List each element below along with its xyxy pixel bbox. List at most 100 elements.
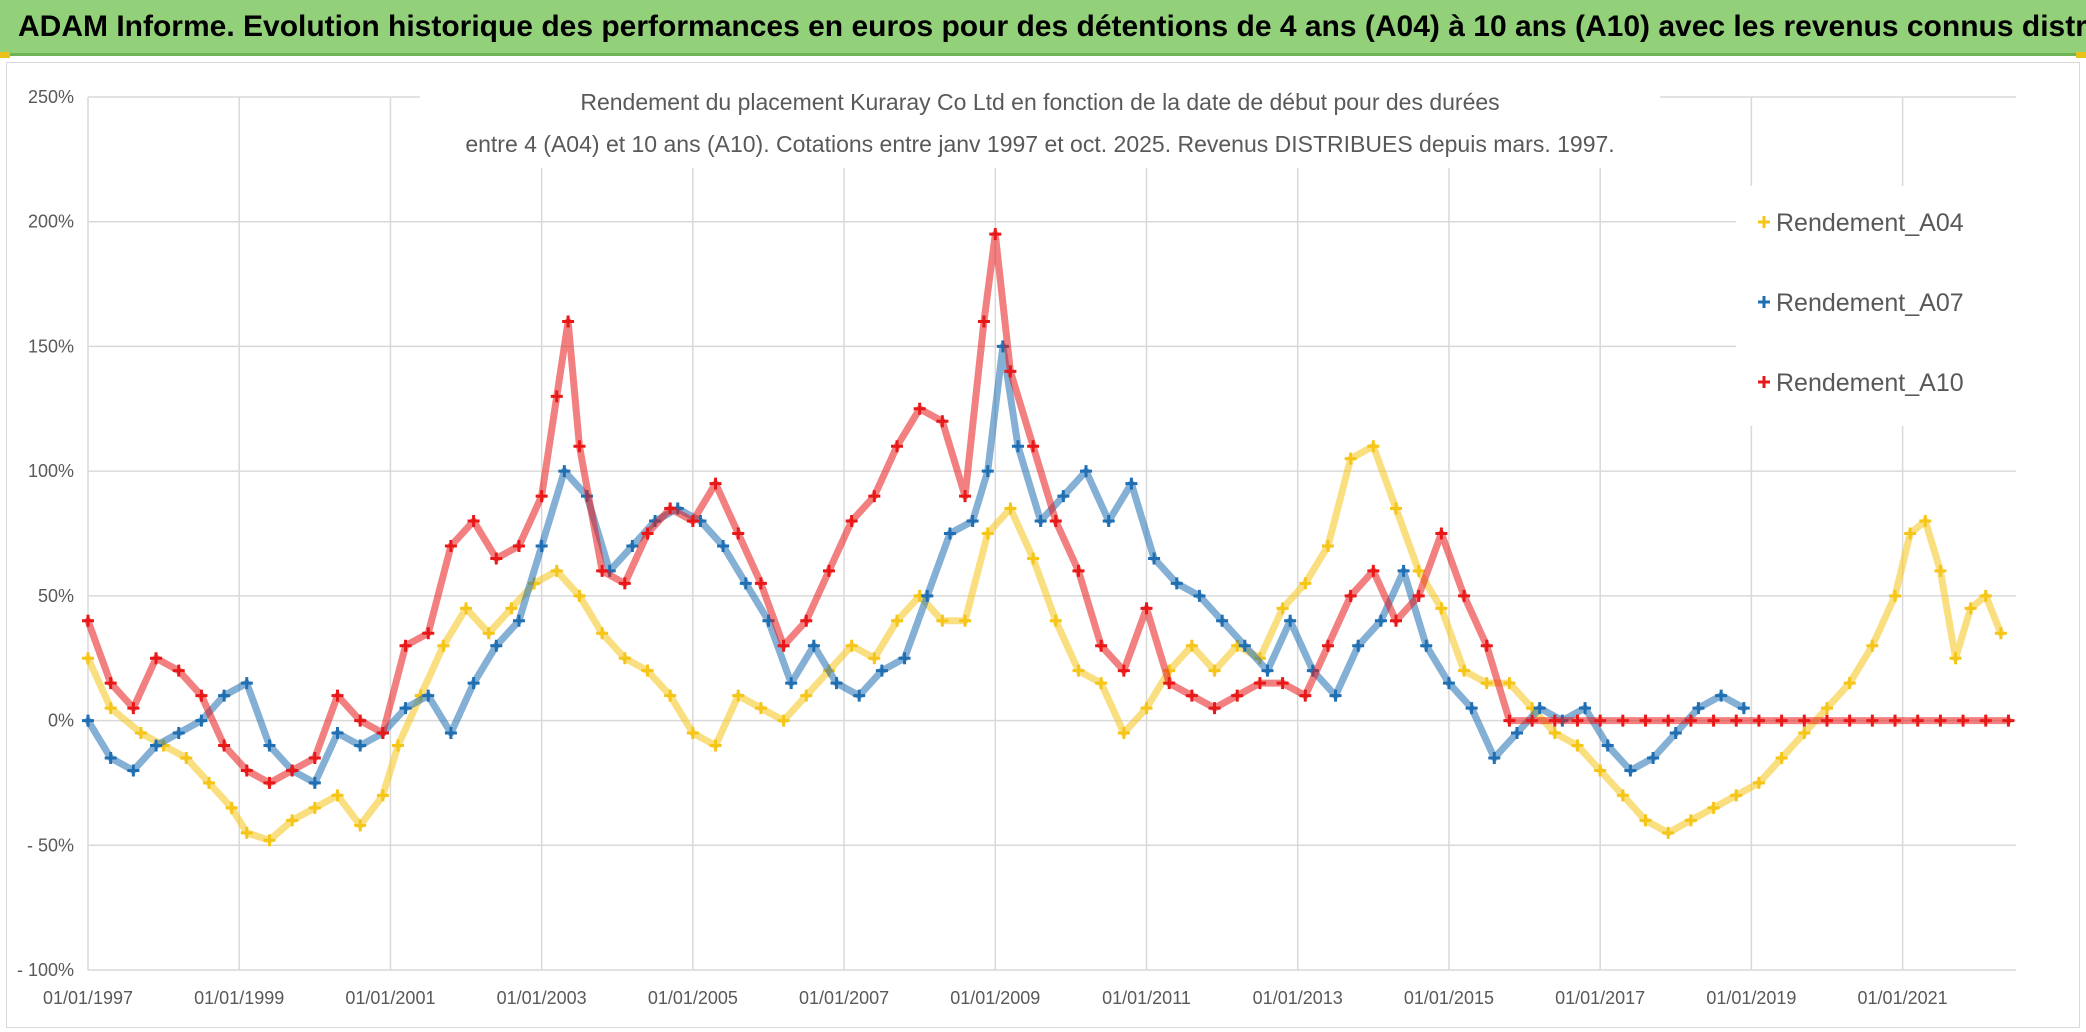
data-point	[1684, 714, 1697, 727]
data-point	[1027, 440, 1040, 453]
data-point	[1866, 714, 1879, 727]
data-point	[1011, 440, 1024, 453]
x-tick-label: 01/01/1997	[43, 988, 133, 1008]
x-tick-label: 01/01/2017	[1555, 988, 1645, 1008]
data-point	[1601, 739, 1614, 752]
data-point	[399, 702, 412, 715]
data-point	[1261, 664, 1274, 677]
data-point	[1919, 515, 1932, 528]
y-tick-label: 200%	[28, 212, 74, 232]
data-point	[1692, 702, 1705, 715]
data-point	[596, 627, 609, 640]
data-point	[172, 727, 185, 740]
data-point	[1737, 702, 1750, 715]
data-point	[739, 577, 752, 590]
x-tick-label: 01/01/2001	[345, 988, 435, 1008]
data-point	[399, 639, 412, 652]
data-point	[800, 614, 813, 627]
x-tick-label: 01/01/2015	[1404, 988, 1494, 1008]
data-point	[1231, 689, 1244, 702]
data-point	[1889, 714, 1902, 727]
data-point	[1503, 714, 1516, 727]
legend-label-Rendement_A04: Rendement_A04	[1776, 209, 1964, 237]
data-point	[1480, 639, 1493, 652]
data-point	[354, 714, 367, 727]
data-point	[1904, 527, 1917, 540]
data-point	[1344, 589, 1357, 602]
data-point	[1979, 714, 1992, 727]
data-point	[1843, 677, 1856, 690]
data-point	[686, 515, 699, 528]
data-point	[562, 315, 575, 328]
x-tick-label: 01/01/1999	[194, 988, 284, 1008]
x-tick-label: 01/01/2003	[497, 988, 587, 1008]
data-point	[913, 402, 926, 415]
data-point	[777, 714, 790, 727]
data-point	[1435, 602, 1448, 615]
data-point	[596, 564, 609, 577]
data-point	[1758, 216, 1770, 228]
data-point	[308, 801, 321, 814]
data-point	[1095, 639, 1108, 652]
data-point	[1798, 727, 1811, 740]
data-point	[82, 652, 94, 665]
data-point	[1412, 589, 1425, 602]
data-point	[936, 415, 949, 428]
data-point	[1820, 702, 1833, 715]
data-point	[618, 577, 631, 590]
data-point	[104, 677, 117, 690]
data-point	[1934, 714, 1947, 727]
legend-label-Rendement_A07: Rendement_A07	[1776, 289, 1964, 317]
data-point	[505, 602, 518, 615]
data-point	[1367, 440, 1380, 453]
data-point	[127, 764, 140, 777]
data-point	[1889, 589, 1902, 602]
data-point	[195, 714, 208, 727]
data-point	[1299, 689, 1312, 702]
data-point	[1752, 714, 1765, 727]
data-point	[1616, 714, 1629, 727]
data-point	[573, 440, 586, 453]
data-point	[1730, 714, 1743, 727]
data-point	[218, 689, 231, 702]
data-point	[921, 589, 934, 602]
data-point	[1949, 652, 1962, 665]
data-point	[754, 702, 767, 715]
series-Rendement_A04	[82, 440, 2007, 847]
data-point	[732, 527, 745, 540]
data-point	[1004, 502, 1017, 515]
data-point	[1208, 664, 1221, 677]
data-point	[134, 727, 147, 740]
data-point	[1533, 702, 1546, 715]
data-point	[1488, 751, 1501, 764]
data-point	[1820, 714, 1833, 727]
data-point	[467, 677, 480, 690]
x-tick-label: 01/01/2021	[1858, 988, 1948, 1008]
data-point	[1117, 664, 1130, 677]
data-point	[512, 614, 525, 627]
data-point	[1775, 751, 1788, 764]
legend-background	[1736, 186, 2018, 426]
data-point	[1866, 639, 1879, 652]
x-tick-label: 01/01/2019	[1706, 988, 1796, 1008]
data-point	[868, 652, 881, 665]
data-point	[1057, 490, 1070, 503]
data-point	[1526, 714, 1539, 727]
data-point	[1321, 639, 1334, 652]
data-point	[127, 702, 140, 715]
data-point	[180, 751, 193, 764]
data-point	[1548, 727, 1561, 740]
data-point	[1140, 602, 1153, 615]
data-point	[732, 689, 745, 702]
data-point	[1669, 727, 1682, 740]
data-point	[354, 819, 367, 832]
data-point	[1329, 689, 1342, 702]
data-point	[1321, 539, 1334, 552]
corner-accent-left	[0, 52, 10, 58]
corner-accent-right	[2076, 52, 2086, 58]
data-point	[1185, 639, 1198, 652]
data-point	[845, 639, 858, 652]
data-point	[1390, 614, 1403, 627]
data-point	[1571, 739, 1584, 752]
